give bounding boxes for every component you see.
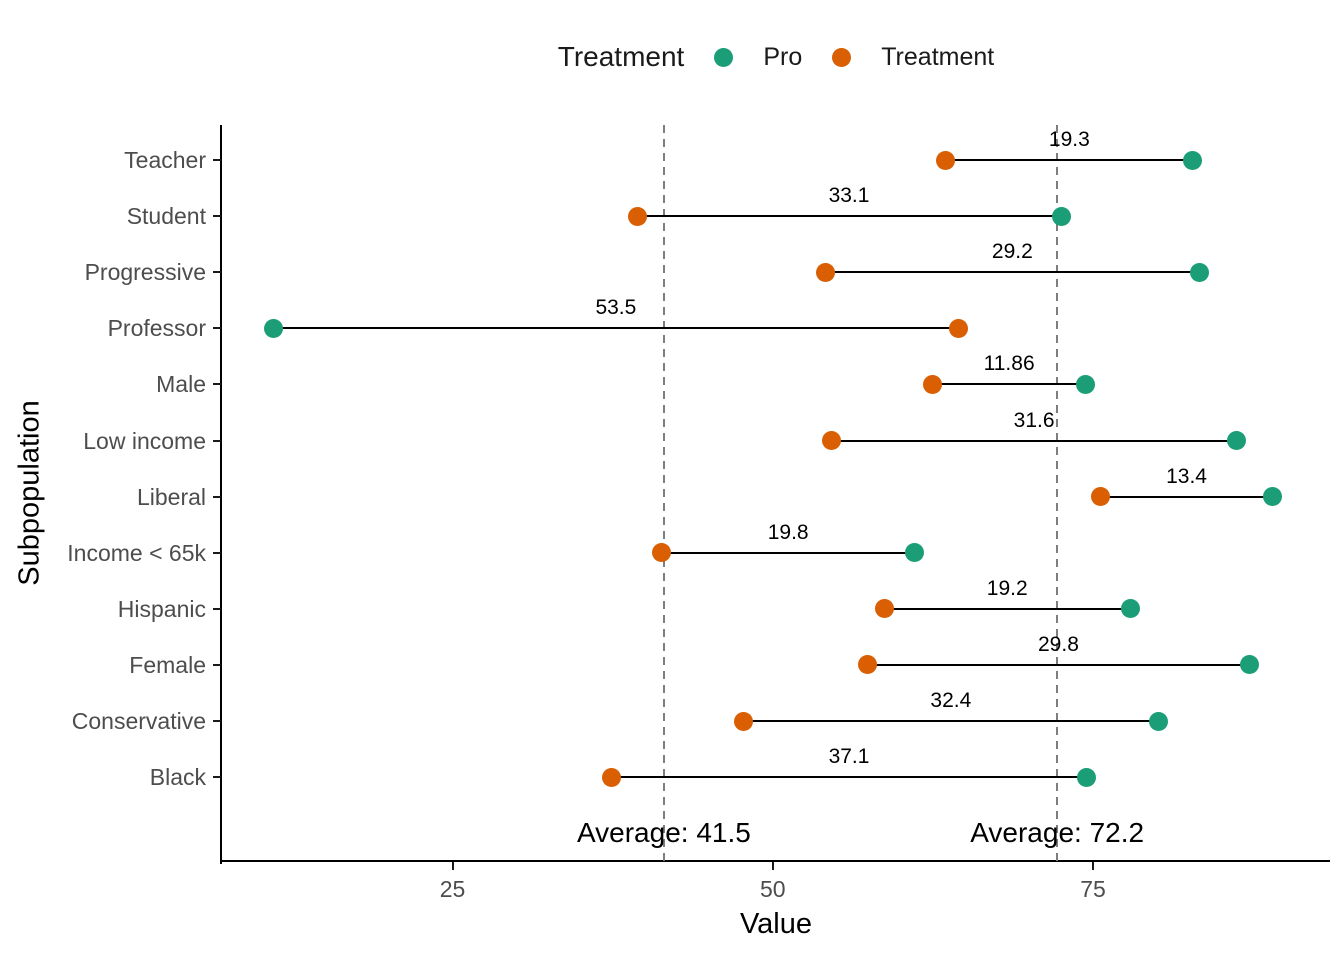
category-label: Hispanic bbox=[117, 595, 206, 622]
pro-dot bbox=[1226, 431, 1246, 450]
y-axis-tick bbox=[213, 663, 221, 666]
dumbbell-segment bbox=[273, 327, 959, 330]
category-label: Male bbox=[156, 371, 206, 398]
category-label: Conservative bbox=[71, 708, 206, 734]
y-axis-tick bbox=[213, 720, 221, 722]
category-label: Progressive bbox=[84, 259, 206, 286]
difference-label: 37.1 bbox=[828, 745, 870, 769]
difference-label: 32.4 bbox=[930, 689, 972, 712]
pro-legend-dot bbox=[714, 47, 734, 67]
dumbbell-segment bbox=[825, 271, 1200, 274]
y-axis-tick bbox=[213, 215, 221, 218]
category-label: Income < 65k bbox=[67, 539, 206, 566]
treatment-dot bbox=[936, 150, 956, 170]
difference-label: 29.8 bbox=[1038, 632, 1079, 656]
treatment-dot bbox=[651, 543, 671, 563]
y-axis-tick bbox=[213, 495, 221, 498]
category-label: Professor bbox=[107, 315, 206, 342]
pro-dot bbox=[1120, 599, 1140, 619]
pro-dot bbox=[1075, 374, 1095, 394]
x-axis-tick-label: 25 bbox=[439, 876, 466, 902]
dumbbell-segment bbox=[661, 551, 915, 554]
x-axis-line bbox=[220, 860, 1330, 862]
dumbbell-segment bbox=[743, 720, 1159, 722]
category-label: Teacher bbox=[124, 147, 206, 173]
category-label: Student bbox=[126, 203, 206, 230]
average-reference-line bbox=[1056, 125, 1059, 862]
plot-panel: Average: 41.5 Average: 72.2 19.3 33.1 29.2 53… bbox=[222, 125, 1330, 862]
difference-label: 19.8 bbox=[767, 520, 809, 544]
dumbbell-segment bbox=[611, 776, 1087, 779]
category-label: Female bbox=[129, 651, 206, 678]
dumbbell-segment bbox=[831, 439, 1237, 442]
y-axis-tick bbox=[213, 776, 221, 779]
treatment-dot bbox=[1091, 487, 1111, 507]
y-axis-tick bbox=[213, 159, 221, 161]
y-axis-tick bbox=[213, 383, 221, 386]
dumbbell-segment bbox=[637, 215, 1061, 218]
treatment-dot bbox=[874, 599, 894, 619]
legend: Treatment Pro Treatment bbox=[222, 34, 1330, 80]
pro-dot bbox=[1183, 150, 1203, 170]
x-axis-tick-label: 50 bbox=[760, 876, 786, 902]
dumbbell-segment bbox=[1100, 495, 1273, 498]
legend-item-label: Treatment bbox=[881, 42, 995, 71]
pro-dot bbox=[263, 318, 283, 338]
difference-label: 11.86 bbox=[983, 352, 1035, 376]
y-axis-tick bbox=[213, 551, 221, 554]
treatment-dot bbox=[923, 374, 943, 394]
y-axis-tick bbox=[213, 607, 221, 610]
dumbbell-segment bbox=[932, 383, 1086, 386]
y-axis-tick bbox=[213, 439, 221, 442]
treatment-dot bbox=[822, 431, 842, 450]
treatment-dot bbox=[601, 767, 621, 787]
pro-dot bbox=[1051, 206, 1071, 226]
legend-item: Pro bbox=[714, 43, 802, 72]
dumbbell-segment bbox=[884, 607, 1131, 610]
x-axis-tick bbox=[771, 862, 774, 870]
treatment-dot bbox=[627, 206, 647, 226]
category-label: Black bbox=[149, 764, 206, 791]
treatment-legend-dot bbox=[832, 47, 852, 67]
pro-dot bbox=[1239, 655, 1259, 675]
average-reference-line bbox=[662, 125, 665, 862]
legend-item-label: Pro bbox=[763, 42, 803, 71]
difference-label: 33.1 bbox=[828, 184, 870, 208]
dumbbell-segment bbox=[867, 663, 1250, 666]
x-axis-title: Value bbox=[739, 908, 813, 940]
y-axis-line bbox=[220, 125, 222, 864]
legend-title: Treatment bbox=[557, 41, 685, 72]
category-label: Low income bbox=[83, 427, 206, 454]
difference-label: 53.5 bbox=[595, 296, 637, 320]
difference-label: 29.2 bbox=[991, 240, 1033, 264]
difference-label: 19.2 bbox=[986, 576, 1028, 600]
legend-item: Treatment bbox=[832, 43, 994, 72]
difference-label: 31.6 bbox=[1013, 408, 1055, 432]
x-axis-tick bbox=[451, 862, 454, 870]
pro-dot bbox=[1077, 767, 1097, 787]
treatment-dot bbox=[858, 655, 878, 675]
pro-dot bbox=[905, 543, 925, 563]
treatment-dot bbox=[815, 262, 835, 282]
average-label: Average: 41.5 bbox=[576, 817, 751, 848]
pro-dot bbox=[1148, 711, 1168, 731]
treatment-dot bbox=[949, 318, 969, 338]
difference-label: 13.4 bbox=[1166, 464, 1207, 488]
legend-items: Pro Treatment bbox=[714, 43, 994, 72]
average-label: Average: 72.2 bbox=[970, 817, 1145, 848]
treatment-dot bbox=[733, 711, 753, 731]
x-axis-tick bbox=[1092, 862, 1095, 870]
pro-dot bbox=[1262, 487, 1282, 507]
category-label: Liberal bbox=[136, 483, 206, 510]
difference-label: 19.3 bbox=[1048, 128, 1090, 151]
y-axis-tick bbox=[213, 271, 221, 274]
y-axis-tick bbox=[213, 327, 221, 330]
pro-dot bbox=[1189, 262, 1209, 282]
dumbbell-segment bbox=[945, 159, 1193, 161]
x-axis-tick-label: 75 bbox=[1080, 876, 1106, 902]
